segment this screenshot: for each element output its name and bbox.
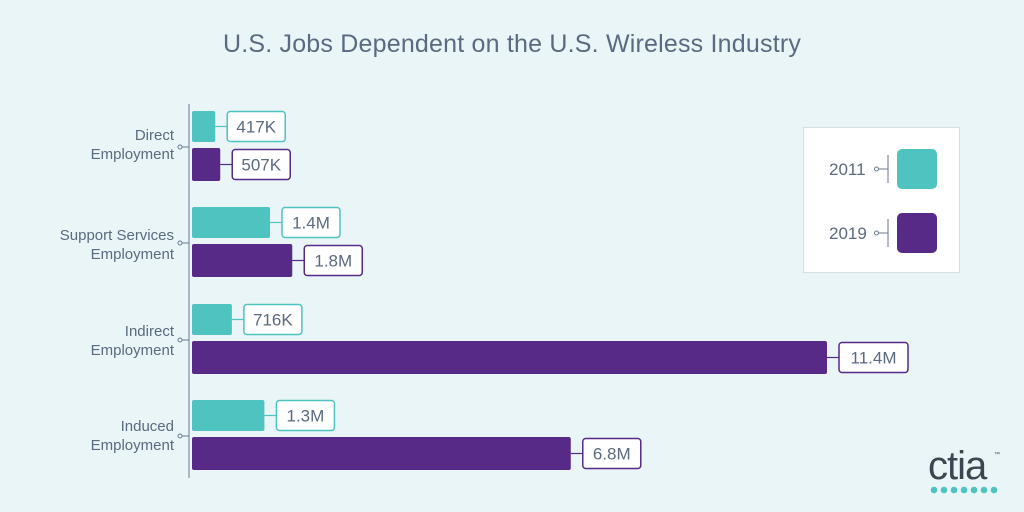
data-label-box	[582, 437, 642, 470]
data-label-box	[281, 206, 341, 239]
data-label-2019-2: 11.4M	[851, 349, 897, 368]
data-label-2019-3: 6.8M	[593, 445, 631, 464]
logo-text: ctia	[928, 444, 987, 488]
chart-title: U.S. Jobs Dependent on the U.S. Wireless…	[222, 30, 802, 58]
bar-2019-3	[192, 437, 571, 470]
bar-2011-2	[192, 304, 232, 335]
data-label-box	[231, 148, 291, 181]
bar-2011-3	[192, 400, 265, 431]
legend-swatch-2011	[897, 149, 937, 189]
data-label-box	[243, 303, 303, 336]
bar-2019-2	[192, 341, 827, 374]
data-label-2019-1: 1.8M	[314, 252, 352, 271]
legend-label-2019: 2019	[829, 224, 867, 243]
data-label-2011-3: 1.3M	[287, 407, 325, 426]
bar-2019-1	[192, 244, 293, 277]
category-tick	[177, 337, 183, 343]
data-label-2011-1: 1.4M	[292, 214, 330, 233]
data-label-box	[275, 399, 336, 432]
legend-swatch-2019	[897, 213, 937, 253]
legend-connector-2011	[874, 155, 889, 183]
category-label-direct: Direct Employment	[90, 127, 174, 163]
logo-trademark: ™	[994, 452, 1000, 458]
data-label-box	[303, 244, 364, 277]
legend-label-2011: 2011	[829, 160, 866, 179]
category-label-support-services: Support Services Employment	[59, 227, 174, 263]
bar-2011-1	[192, 207, 270, 238]
bar-2011-0	[192, 111, 216, 142]
ctia-logo: ctia ™	[928, 446, 1000, 496]
data-label-2011-0: 417K	[236, 118, 276, 137]
category-tick	[177, 433, 183, 439]
category-tick	[177, 240, 183, 246]
logo-dots	[930, 486, 998, 494]
legend: 2011 2019	[803, 127, 960, 273]
category-label-indirect: Indirect Employment	[90, 323, 174, 359]
data-label-2019-0: 507K	[241, 156, 281, 175]
category-label-induced: Induced Employment	[90, 418, 174, 454]
bar-2019-0	[192, 148, 221, 181]
category-tick	[177, 144, 183, 150]
data-label-2011-2: 716K	[253, 311, 293, 330]
legend-connector-2019	[874, 219, 889, 247]
data-label-box	[838, 341, 909, 374]
data-label-box	[226, 110, 286, 143]
